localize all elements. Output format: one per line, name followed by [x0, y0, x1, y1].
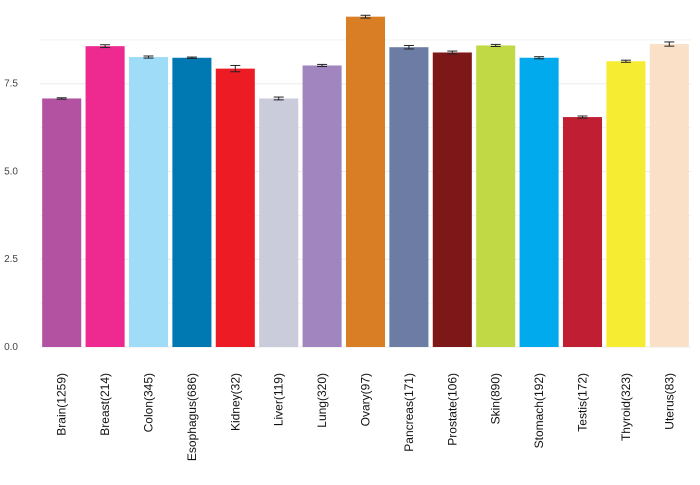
bars	[42, 16, 689, 348]
x-tick-label: Uterus(83)	[662, 373, 676, 430]
x-tick-label: Esophagus(686)	[185, 373, 199, 461]
bar-brain	[42, 98, 82, 348]
y-tick-label: 5.0	[4, 166, 18, 177]
bar-ovary	[345, 16, 386, 347]
bar-uterus	[649, 44, 689, 348]
x-axis-ticks: Brain(1259) Breast(214) Colon(345) Esophagu…	[55, 373, 677, 461]
x-tick-label: Breast(214)	[98, 373, 112, 436]
x-tick-label: Lung(320)	[315, 373, 329, 428]
x-tick-label: Pancreas(171)	[402, 373, 416, 452]
bar-breast	[85, 46, 125, 348]
bar-colon	[128, 57, 169, 348]
x-tick-label: Skin(890)	[489, 373, 503, 424]
x-tick-label: Kidney(32)	[228, 373, 242, 431]
y-tick-label: 7.5	[4, 79, 18, 90]
x-tick-label: Thyroid(323)	[619, 373, 633, 441]
bar-pancreas	[389, 47, 429, 347]
x-tick-label: Liver(119)	[272, 373, 286, 426]
bar-liver	[259, 98, 299, 348]
bar-thyroid	[606, 61, 646, 348]
bar-skin	[476, 45, 516, 348]
bar-testis	[562, 117, 603, 347]
y-axis-ticks: 0.0 2.5 5.0 7.5	[4, 79, 18, 353]
y-tick-label: 2.5	[4, 254, 18, 265]
bar-stomach	[519, 57, 559, 347]
x-tick-label: Stomach(192)	[532, 373, 546, 448]
x-tick-label: Ovary(97)	[359, 373, 373, 426]
error-bars	[56, 14, 675, 119]
bar-kidney	[215, 68, 255, 347]
bar-esophagus	[172, 57, 212, 347]
x-tick-label: Testis(172)	[576, 373, 590, 432]
bar-lung	[302, 65, 342, 347]
x-tick-label: Brain(1259)	[55, 373, 69, 436]
bar-prostate	[432, 52, 472, 347]
y-tick-label: 0.0	[4, 342, 18, 353]
x-tick-label: Prostate(106)	[445, 373, 459, 446]
x-tick-label: Colon(345)	[142, 373, 156, 432]
